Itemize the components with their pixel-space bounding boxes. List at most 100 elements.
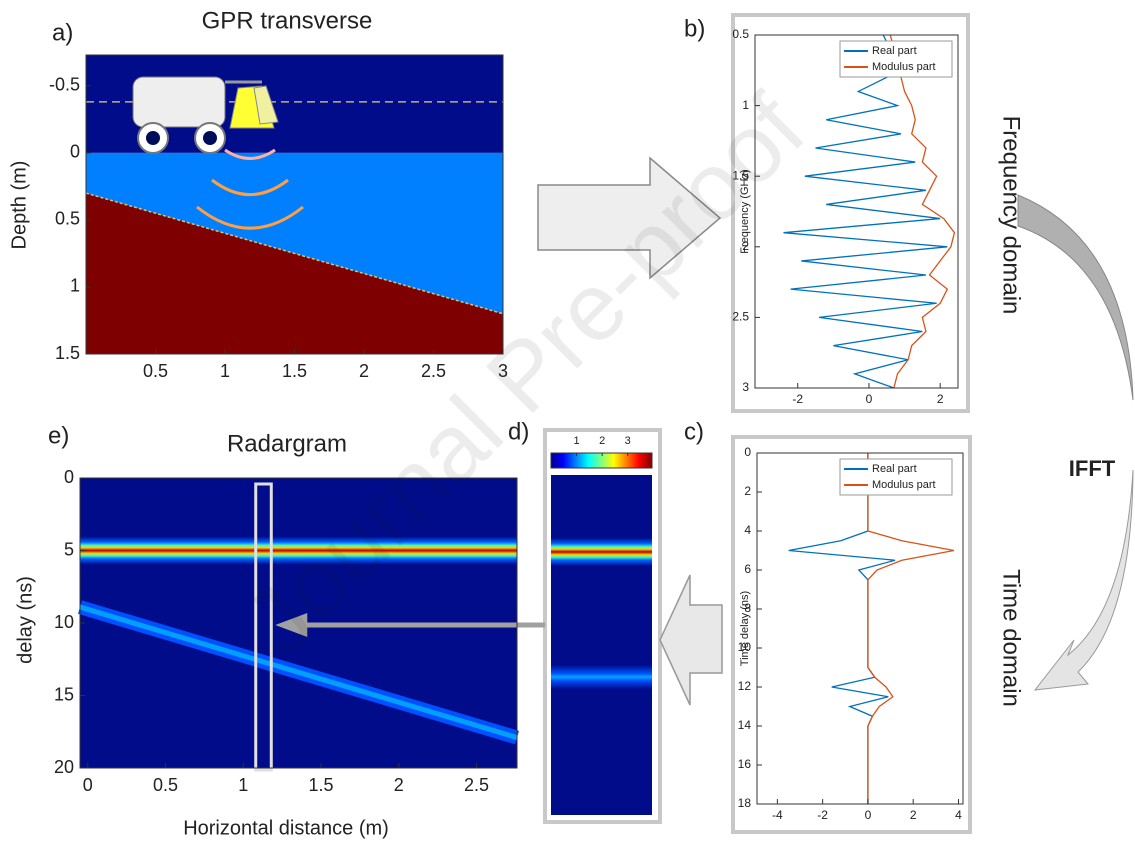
panel-frame <box>731 435 972 834</box>
x-tick-label: 4 <box>955 808 962 822</box>
y-tick-label: 15 <box>54 684 74 704</box>
y-tick-label: 2.5 <box>732 310 749 324</box>
colorbar-tick-label: 2 <box>599 435 605 447</box>
trace-band <box>551 537 652 566</box>
curved-arrow <box>1033 469 1134 691</box>
x-tick-label: 0.5 <box>143 361 168 381</box>
bedrock <box>86 193 503 354</box>
panel-label: b) <box>684 15 705 42</box>
x-tick-label: 2 <box>359 361 369 381</box>
y-tick-label: 18 <box>738 796 752 810</box>
x-tick-label: 2 <box>394 775 404 795</box>
trace-bg <box>551 475 652 815</box>
pointer-head <box>275 613 308 637</box>
x-tick-label: 0 <box>866 392 873 406</box>
arrow-label: Time domain <box>998 569 1025 707</box>
x-tick-label: 2.5 <box>464 775 489 795</box>
wave <box>224 148 276 160</box>
y-tick-label: 0.5 <box>732 27 749 41</box>
legend-label: Real part <box>872 45 917 57</box>
y-tick-label: 0.5 <box>55 209 80 229</box>
panel-label: c) <box>684 418 704 445</box>
x-tick-label: -4 <box>772 808 783 822</box>
panel-label: a) <box>52 19 73 46</box>
colorbar-tick-label: 3 <box>625 435 631 447</box>
series-line <box>889 34 956 389</box>
x-tick-label: 1.5 <box>282 361 307 381</box>
y-tick-label: 3 <box>742 380 749 394</box>
plot-frame <box>754 34 959 389</box>
x-axis-label: Horizontal distance (m) <box>183 817 389 839</box>
series-line <box>783 34 948 389</box>
wave <box>196 205 304 230</box>
trace-band <box>551 664 652 689</box>
y-tick-label: 2 <box>744 484 751 498</box>
x-tick-label: 1 <box>220 361 230 381</box>
hub <box>203 131 217 145</box>
reflection-core <box>79 604 518 740</box>
y-tick-label: 2 <box>742 239 749 253</box>
x-tick-label: 0 <box>865 808 872 822</box>
y-tick-label: 5 <box>64 539 74 559</box>
arrow-label: Frequency domain <box>998 116 1025 315</box>
colorbar <box>550 452 653 469</box>
wave <box>211 178 289 197</box>
y-tick-label: 12 <box>738 679 752 693</box>
y-tick-label: 6 <box>744 562 751 576</box>
series-line <box>867 453 955 804</box>
y-axis-label: delay (ns) <box>14 576 36 664</box>
y-tick-label: 10 <box>54 612 74 632</box>
arrow-label: IFFT <box>1069 456 1116 481</box>
interface-line <box>85 192 504 315</box>
y-tick-label: 1 <box>70 276 80 296</box>
charts: 0.5 1 1.5 2 2.5 3 -0.5 0 0.5 1 1.5 a) GPR transverse… <box>0 7 964 839</box>
hub <box>146 131 160 145</box>
panel-frame <box>731 13 970 413</box>
curved-arrow <box>1017 194 1134 401</box>
plot-frame <box>756 452 964 805</box>
chart-title: GPR transverse <box>202 7 373 34</box>
x-tick-label: 2.5 <box>421 361 446 381</box>
y-axis-label: Frequency (GHz) <box>739 169 751 253</box>
y-axis-label: Time delay (ns) <box>739 591 751 666</box>
y-tick-label: 10 <box>738 640 752 654</box>
y-tick-label: -0.5 <box>49 75 80 95</box>
plot-bg <box>757 453 963 804</box>
panel-label: e) <box>48 422 69 449</box>
x-tick-label: 1.5 <box>309 775 334 795</box>
vehicle <box>132 76 226 128</box>
legend-box <box>839 40 953 78</box>
legend-label: Modulus part <box>872 61 936 73</box>
y-tick-label: 4 <box>744 523 751 537</box>
plot-bg <box>755 35 958 388</box>
x-tick-label: 0.5 <box>153 775 178 795</box>
antenna <box>253 85 279 125</box>
legend-label: Real part <box>872 463 917 475</box>
y-tick-label: 16 <box>738 757 752 771</box>
arrow <box>659 574 723 706</box>
y-tick-label: 1.5 <box>732 168 749 182</box>
direct-wave <box>80 536 517 565</box>
colorbar-tick-label: 1 <box>574 435 580 447</box>
x-tick-label: 2 <box>910 808 917 822</box>
y-tick-label: 14 <box>738 718 752 732</box>
y-tick-label: 0 <box>70 142 80 162</box>
x-tick-label: 1 <box>238 775 248 795</box>
legend-label: Modulus part <box>872 479 936 491</box>
panel-label: d) <box>508 418 529 445</box>
legend-box <box>839 458 953 496</box>
y-tick-label: 0 <box>744 445 751 459</box>
chart-title: Radargram <box>227 430 347 457</box>
y-tick-label: 1 <box>742 98 749 112</box>
x-tick-label: 0 <box>83 775 93 795</box>
y-axis-label: Depth (m) <box>8 161 30 250</box>
y-tick-label: 1.5 <box>55 343 80 363</box>
y-tick-label: 8 <box>744 601 751 615</box>
y-tick-label: 0 <box>64 467 74 487</box>
trace-window <box>254 482 273 772</box>
x-tick-label: -2 <box>792 392 803 406</box>
y-tick-label: 20 <box>54 757 74 777</box>
x-tick-label: 2 <box>937 392 944 406</box>
arrow <box>537 156 722 280</box>
